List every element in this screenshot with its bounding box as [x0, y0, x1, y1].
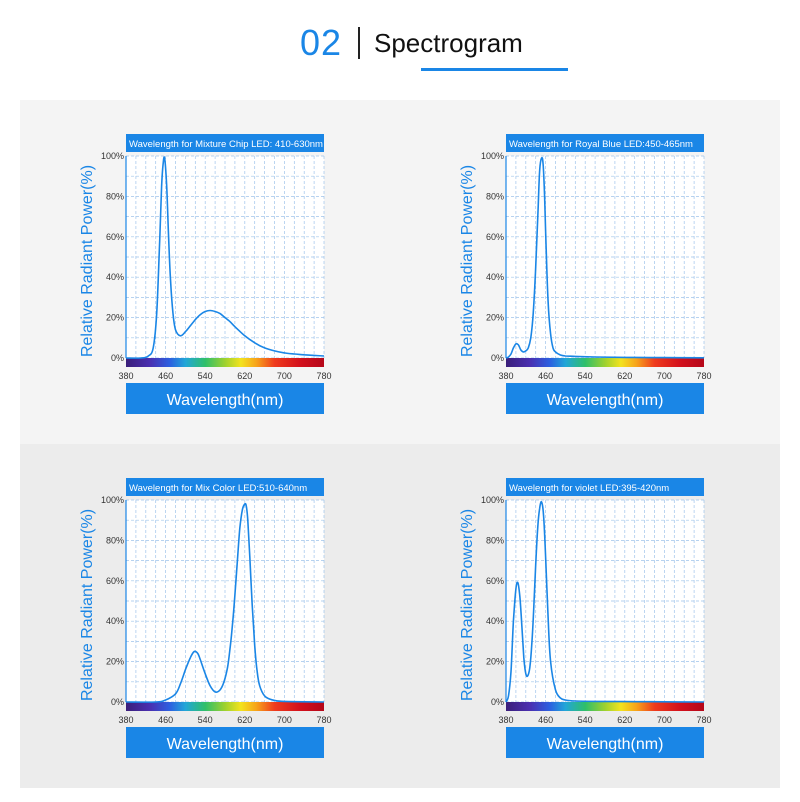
spectrum-series-line	[505, 500, 705, 703]
y-axis-label: Relative Radiant Power(%)	[459, 165, 476, 357]
chart-panel-mixture-chip: Wavelength for Mixture Chip LED: 410-630…	[20, 100, 400, 444]
chart-title-box	[506, 134, 704, 152]
x-tick-label: 540	[578, 371, 593, 381]
x-axis-label-box	[506, 727, 704, 758]
y-tick-label: 60%	[486, 232, 504, 242]
spectrum-chart: Wavelength for Royal Blue LED:450-465nm 0…	[400, 100, 780, 444]
grid-lines	[505, 499, 705, 703]
y-tick-label: 40%	[486, 616, 504, 626]
chart-panel-mix-color: Wavelength for Mix Color LED:510-640nm 0%…	[20, 444, 400, 788]
y-tick-label: 80%	[106, 535, 124, 545]
spectrum-color-bar	[126, 358, 324, 367]
y-tick-label: 0%	[111, 697, 124, 707]
y-tick-label: 20%	[486, 657, 504, 667]
x-tick-label: 620	[617, 371, 632, 381]
x-axis-label: Wavelength(nm)	[167, 392, 284, 409]
spectrum-series-line	[125, 156, 325, 359]
y-tick-label: 80%	[486, 191, 504, 201]
y-tick-label: 60%	[486, 576, 504, 586]
y-tick-label: 60%	[106, 576, 124, 586]
x-tick-label: 460	[538, 715, 553, 725]
x-tick-label: 620	[237, 371, 252, 381]
y-tick-label: 40%	[106, 272, 124, 282]
x-tick-label: 460	[158, 715, 173, 725]
chart-title-box	[126, 134, 324, 152]
spectrum-series-line	[125, 502, 325, 703]
x-tick-label: 780	[696, 371, 711, 381]
x-tick-label: 540	[198, 371, 213, 381]
title-underline	[421, 68, 568, 71]
x-tick-label: 380	[118, 715, 133, 725]
y-tick-label: 0%	[491, 697, 504, 707]
spectrum-chart: Wavelength for violet LED:395-420nm 0% 20%…	[400, 444, 780, 788]
y-tick-label: 100%	[101, 151, 124, 161]
spectrum-chart: Wavelength for Mixture Chip LED: 410-630…	[20, 100, 400, 444]
x-tick-label: 620	[237, 715, 252, 725]
x-tick-label: 780	[316, 371, 331, 381]
chart-title: Wavelength for Mix Color LED:510-640nm	[129, 483, 307, 494]
spectrum-chart: Wavelength for Mix Color LED:510-640nm 0%…	[20, 444, 400, 788]
chart-title: Wavelength for Royal Blue LED:450-465nm	[509, 139, 693, 150]
y-tick-label: 0%	[491, 353, 504, 363]
x-tick-label: 620	[617, 715, 632, 725]
x-tick-label: 540	[198, 715, 213, 725]
y-tick-label: 20%	[486, 313, 504, 323]
chart-panel-royal-blue: Wavelength for Royal Blue LED:450-465nm 0…	[400, 100, 780, 444]
x-tick-label: 380	[498, 715, 513, 725]
y-tick-label: 100%	[101, 495, 124, 505]
y-tick-label: 40%	[486, 272, 504, 282]
y-axis-label: Relative Radiant Power(%)	[79, 165, 96, 357]
header-divider	[358, 27, 360, 59]
spectrum-color-bar	[506, 702, 704, 711]
y-tick-label: 20%	[106, 657, 124, 667]
section-number: 02	[300, 22, 343, 63]
x-tick-label: 460	[158, 371, 173, 381]
x-axis-label-box	[126, 383, 324, 414]
section-title: Spectrogram	[374, 28, 523, 58]
y-axis-label: Relative Radiant Power(%)	[459, 509, 476, 701]
x-axis-label: Wavelength(nm)	[547, 736, 664, 753]
y-axis-label: Relative Radiant Power(%)	[79, 509, 96, 701]
y-tick-label: 100%	[481, 495, 504, 505]
y-tick-label: 20%	[106, 313, 124, 323]
x-tick-label: 460	[538, 371, 553, 381]
x-tick-label: 380	[118, 371, 133, 381]
chart-title-box	[126, 478, 324, 496]
x-tick-label: 380	[498, 371, 513, 381]
x-tick-label: 700	[657, 371, 672, 381]
x-axis-label-box	[126, 727, 324, 758]
y-tick-label: 80%	[486, 535, 504, 545]
chart-title: Wavelength for violet LED:395-420nm	[509, 483, 669, 494]
x-tick-label: 780	[316, 715, 331, 725]
x-tick-label: 540	[578, 715, 593, 725]
spectrum-series-line	[505, 156, 705, 359]
grid-lines	[125, 499, 325, 703]
x-tick-label: 700	[657, 715, 672, 725]
y-tick-label: 80%	[106, 191, 124, 201]
x-axis-label-box	[506, 383, 704, 414]
x-axis-label: Wavelength(nm)	[167, 736, 284, 753]
x-tick-label: 780	[696, 715, 711, 725]
y-tick-label: 0%	[111, 353, 124, 363]
chart-title-box	[506, 478, 704, 496]
spectrum-color-bar	[506, 358, 704, 367]
y-tick-label: 60%	[106, 232, 124, 242]
chart-title: Wavelength for Mixture Chip LED: 410-630…	[129, 139, 323, 150]
x-tick-label: 700	[277, 371, 292, 381]
spectrum-color-bar	[126, 702, 324, 711]
chart-panel-violet: Wavelength for violet LED:395-420nm 0% 20%…	[400, 444, 780, 788]
x-axis-label: Wavelength(nm)	[547, 392, 664, 409]
x-tick-label: 700	[277, 715, 292, 725]
y-tick-label: 40%	[106, 616, 124, 626]
y-tick-label: 100%	[481, 151, 504, 161]
section-header: 02 Spectrogram	[0, 0, 800, 100]
